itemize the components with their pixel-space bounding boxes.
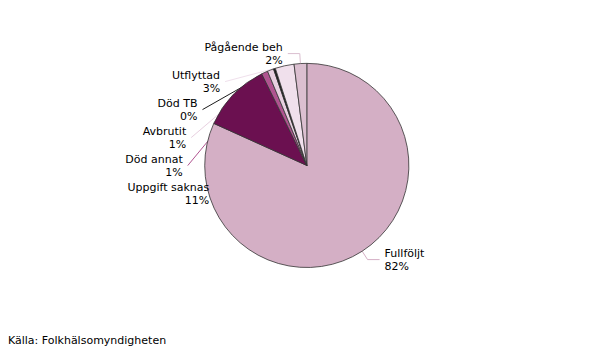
svg-text:Avbrutit: Avbrutit — [143, 125, 187, 138]
svg-text:Källa: Folkhälsomyndigheten: Källa: Folkhälsomyndigheten — [8, 334, 166, 347]
svg-text:1%: 1% — [165, 166, 182, 179]
svg-text:1%: 1% — [169, 138, 186, 151]
svg-text:82%: 82% — [385, 260, 409, 273]
svg-text:Fullföljt: Fullföljt — [385, 247, 426, 260]
svg-text:2%: 2% — [265, 54, 282, 67]
svg-text:11%: 11% — [185, 194, 209, 207]
svg-text:0%: 0% — [180, 110, 197, 123]
svg-text:Död TB: Död TB — [158, 97, 198, 110]
svg-text:Död annat: Död annat — [125, 153, 183, 166]
svg-text:3%: 3% — [203, 82, 220, 95]
svg-text:Pågående beh: Pågående beh — [204, 41, 282, 54]
svg-text:Utflyttad: Utflyttad — [172, 69, 220, 82]
svg-text:Uppgift saknas: Uppgift saknas — [127, 181, 209, 194]
